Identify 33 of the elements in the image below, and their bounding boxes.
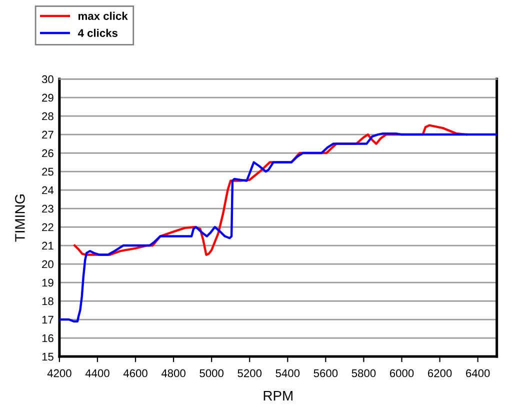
legend-label: max click — [78, 12, 128, 20]
x-tick-label: 4800 — [161, 369, 186, 378]
x-tick-label: 5000 — [200, 369, 224, 378]
x-tick-label: 5600 — [314, 369, 338, 378]
y-tick-label: 21 — [42, 242, 54, 250]
y-tick-label: 27 — [42, 130, 54, 139]
legend-label: 4 clicks — [78, 28, 118, 37]
y-tick-label: 30 — [42, 75, 54, 84]
y-tick-label: 19 — [42, 278, 54, 287]
x-tick-label: 6200 — [428, 369, 452, 378]
x-axis-title: RPM — [264, 390, 292, 401]
y-tick-label: 28 — [42, 112, 54, 120]
x-tick-label: 5400 — [276, 369, 300, 378]
x-tick-label: 5800 — [352, 369, 376, 378]
y-tick-label: 17 — [42, 316, 54, 324]
y-tick-label: 26 — [42, 149, 54, 158]
y-tick-label: 16 — [42, 334, 54, 342]
y-tick-label: 18 — [42, 297, 54, 306]
y-tick-label: 25 — [42, 168, 54, 176]
x-tick-label: 4600 — [123, 369, 148, 378]
x-tick-label: 5200 — [238, 369, 262, 378]
x-tick-label: 6400 — [466, 369, 490, 378]
x-tick-label: 6000 — [390, 369, 414, 378]
y-tick-label: 15 — [42, 352, 54, 361]
y-tick-label: 24 — [42, 186, 54, 194]
x-tick-label: 4200 — [47, 369, 72, 378]
y-tick-label: 22 — [42, 223, 54, 232]
y-axis-title: TIMING — [15, 194, 25, 242]
line-series — [59, 132, 497, 322]
x-tick-label: 4400 — [85, 369, 110, 378]
y-tick-label: 23 — [42, 204, 54, 213]
y-tick-label: 29 — [42, 94, 54, 102]
y-tick-label: 20 — [42, 260, 54, 268]
